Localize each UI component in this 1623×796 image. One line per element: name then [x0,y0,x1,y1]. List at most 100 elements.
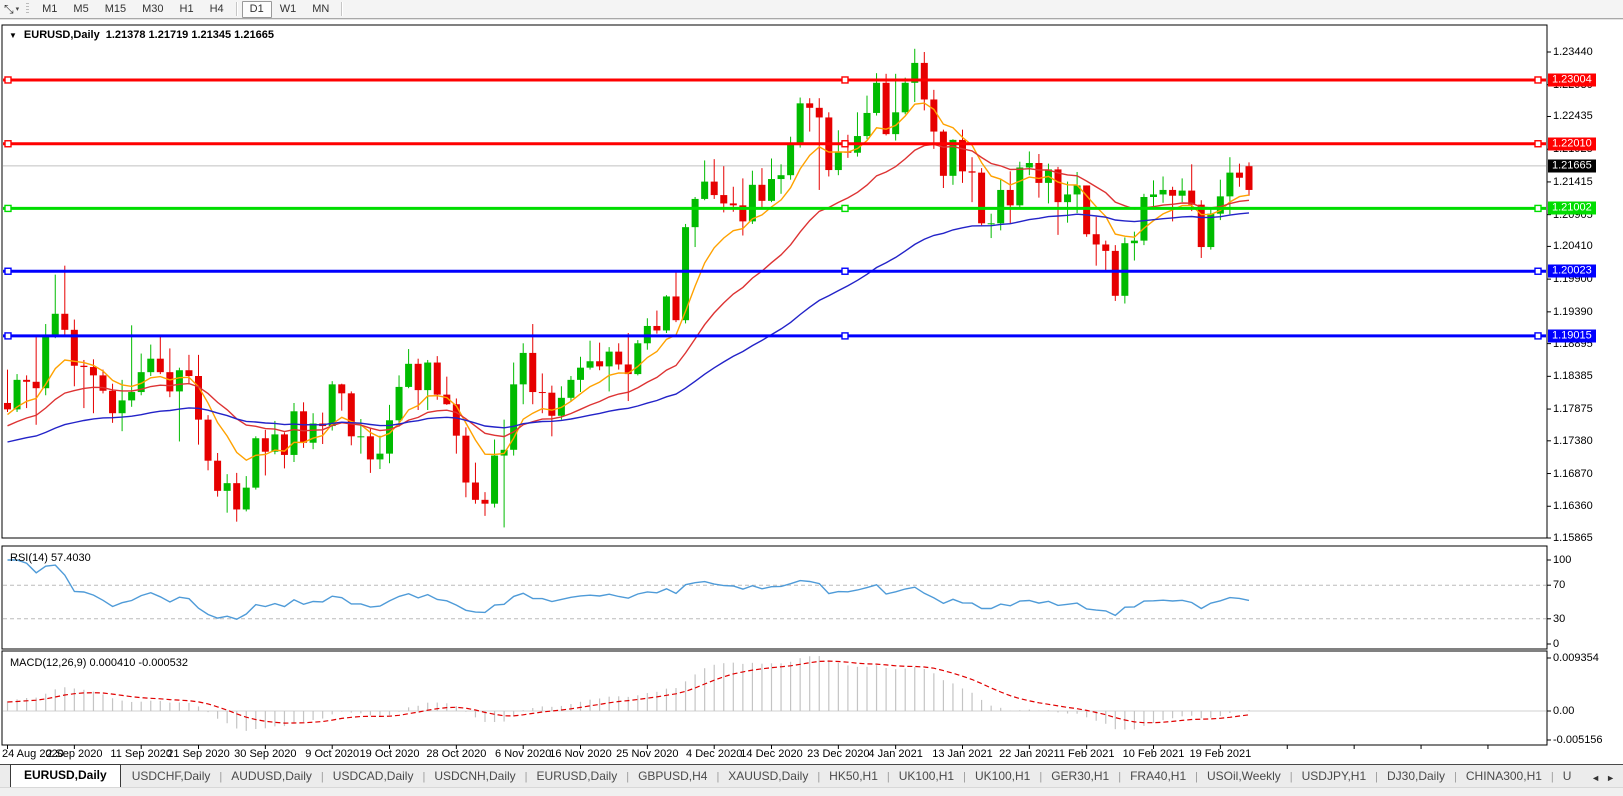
bull-candle [405,363,413,387]
bull-candle [662,296,670,331]
line-drag-handle[interactable] [841,267,849,275]
bear-candle [1054,169,1062,203]
chart-tab-uk100-h1[interactable]: UK100,H1 [898,769,955,783]
chart-tab-hk50-h1[interactable]: HK50,H1 [829,769,878,783]
line-drag-handle[interactable] [1534,267,1542,275]
bull-candle [137,372,145,393]
rsi-panel[interactable] [1,545,1548,650]
line-drag-handle[interactable] [1534,332,1542,340]
tab-scroll-controls: ◄ ► [1587,773,1623,787]
timeframe-button-d1[interactable]: D1 [241,0,272,18]
line-drag-handle[interactable] [1534,204,1542,213]
macd-panel[interactable] [1,650,1548,746]
line-drag-handle[interactable] [1534,140,1542,148]
chart-tab-usdcad-daily[interactable]: USDCAD,Daily [332,769,414,783]
bear-candle [1035,162,1043,183]
horizontal-lines-layer[interactable] [3,76,1546,340]
timeframe-button-w1[interactable]: W1 [272,1,305,18]
candles-layer [4,48,1253,528]
chart-tab-audusd-daily[interactable]: AUDUSD,Daily [231,769,312,783]
timeframe-button-mn[interactable]: MN [304,1,337,18]
chart-tab-eurusd-daily[interactable]: EURUSD,Daily [10,764,121,787]
line-drag-handle[interactable] [841,332,849,340]
bull-candle [1016,167,1024,206]
line-drag-handle[interactable] [4,332,12,340]
tab-separator: | [1550,771,1554,783]
current-price-badge: 1.21665 [1548,159,1596,173]
chevron-down-icon[interactable]: ▾ [15,6,20,13]
chart-tab-usdjpy-h1[interactable]: USDJPY,H1 [1301,769,1367,783]
timeframe-button-m5[interactable]: M5 [65,1,96,18]
tab-separator: | [1454,771,1457,783]
date-axis-label: 13 Jan 2021 [932,748,993,760]
line-drag-handle[interactable] [4,267,12,275]
timeframe-button-h1[interactable]: H1 [172,1,202,18]
line-drag-handle[interactable] [841,76,849,84]
chart-tab-fra40-h1[interactable]: FRA40,H1 [1130,769,1187,783]
collapse-chart-icon[interactable]: ▼ [9,30,17,40]
scroll-tabs-right-icon[interactable]: ► [1606,773,1615,783]
timeframe-button-m15[interactable]: M15 [97,1,134,18]
bull-candle [1226,172,1234,197]
chart-tab-usdchf-daily[interactable]: USDCHF,Daily [131,769,211,783]
line-drag-handle[interactable] [4,140,12,148]
rsi-line [7,559,1250,620]
bull-candle [768,179,775,201]
chart-tab-gbpusd-h4[interactable]: GBPUSD,H4 [638,769,708,783]
bull-candle [252,438,260,488]
bear-candle [978,172,986,224]
chart-tab-usdcnh-daily[interactable]: USDCNH,Daily [434,769,516,783]
bull-candle [796,103,804,146]
bull-candle [357,436,365,438]
line-drag-handle[interactable] [4,76,12,84]
bear-candle [729,203,737,206]
date-ticks-layer [7,745,1489,749]
bull-candle [519,352,527,385]
line-drag-handle[interactable] [841,204,849,213]
chart-tab-uk100-h1[interactable]: UK100,H1 [974,769,1031,783]
timeframe-button-m30[interactable]: M30 [134,1,171,18]
bull-candle [271,434,279,452]
chart-tab-eurusd-daily[interactable]: EURUSD,Daily [536,769,618,783]
date-axis-label: 30 Sep 2020 [234,748,297,760]
scroll-tabs-left-icon[interactable]: ◄ [1591,773,1601,783]
chart-tab-china300-h1[interactable]: CHINA300,H1 [1465,769,1542,783]
tab-separator: | [1289,771,1293,783]
crosshair-icon: ⤡ [4,2,14,16]
chart-tab-u[interactable]: U [1562,769,1572,783]
bull-candle [586,361,594,368]
chart-ohlc-values: 1.21378 1.21719 1.21345 1.21665 [105,29,274,41]
chart-tab-dj30-daily[interactable]: DJ30,Daily [1386,769,1446,783]
bear-candle [338,384,346,394]
toolbar-grip-handle[interactable] [26,3,30,15]
crosshair-tool-button[interactable]: ⤡ ▾ [0,3,23,15]
price-line-badge: 1.22010 [1548,137,1596,151]
timeframe-button-h4[interactable]: H4 [202,1,232,18]
bull-candle [1064,194,1072,203]
price-chart-panel[interactable] [1,24,1548,539]
line-drag-handle[interactable] [4,204,12,213]
bear-candle [61,313,69,330]
macd-axis-tick: 0.00 [1553,705,1575,717]
tab-separator: | [422,771,426,783]
line-drag-handle[interactable] [841,140,849,148]
date-axis-label: 14 Dec 2020 [740,748,803,760]
bear-candle [615,351,623,365]
bear-candle [481,499,489,504]
price-axis-tick: 1.18385 [1553,370,1593,383]
chart-tab-ger30-h1[interactable]: GER30,H1 [1051,769,1110,783]
timeframe-button-m1[interactable]: M1 [34,1,65,18]
line-drag-handle[interactable] [1534,76,1542,84]
chart-tab-xauusd-daily[interactable]: XAUUSD,Daily [728,769,809,783]
tab-separator: | [716,771,720,783]
chart-panels[interactable] [1,24,1548,746]
toolbar-separator [341,2,344,16]
bear-candle [214,460,222,491]
bear-candle [23,379,31,382]
bull-candle [777,175,785,180]
chart-title: ▼ EURUSD,Daily 1.21378 1.21719 1.21345 1… [9,29,274,41]
chart-tab-usoil-weekly[interactable]: USOil,Weekly [1206,769,1281,783]
bull-candle [128,392,136,401]
tab-separator: | [1195,771,1198,783]
